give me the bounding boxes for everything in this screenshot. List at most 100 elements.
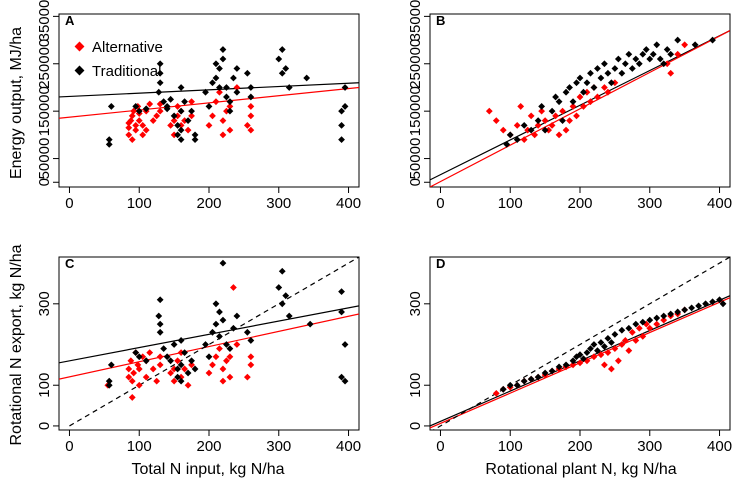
point-traditional (191, 365, 199, 373)
plot-area (59, 46, 359, 148)
point-traditional (177, 136, 185, 143)
point-alternative (146, 349, 154, 357)
fit-line-traditional (59, 82, 359, 98)
x-tick-label: 300 (266, 438, 291, 455)
point-traditional (233, 312, 241, 320)
point-alternative (170, 117, 178, 125)
point-traditional (132, 349, 140, 357)
point-traditional (285, 84, 293, 91)
point-alternative (604, 88, 612, 96)
x-tick-label: 300 (266, 195, 291, 212)
point-traditional (105, 136, 113, 143)
point-traditional (233, 88, 241, 96)
point-traditional (338, 308, 345, 316)
legend-label-traditional: Traditional (92, 63, 161, 80)
x-tick-label: 100 (498, 195, 523, 212)
x-tick-label: 300 (637, 438, 662, 455)
point-traditional (278, 267, 286, 275)
point-alternative (583, 88, 591, 96)
point-traditional (230, 74, 237, 82)
point-traditional (506, 381, 514, 389)
point-alternative (594, 93, 601, 101)
point-traditional (590, 84, 598, 91)
point-traditional (155, 312, 163, 320)
point-traditional (681, 306, 689, 314)
point-traditional (628, 65, 636, 72)
point-traditional (170, 112, 178, 120)
point-traditional (282, 65, 290, 72)
point-alternative (534, 121, 542, 129)
point-traditional (548, 107, 556, 115)
point-traditional (167, 357, 175, 365)
point-alternative (146, 100, 154, 108)
x-tick-label: 400 (336, 438, 361, 455)
point-alternative (625, 347, 633, 355)
panel-label: B (436, 13, 445, 28)
point-traditional (534, 373, 542, 381)
point-alternative (247, 103, 255, 110)
point-alternative (247, 361, 255, 369)
point-traditional (597, 74, 605, 82)
point-traditional (278, 300, 286, 308)
y-tick-label: 250000 (407, 39, 424, 89)
point-alternative (226, 353, 234, 361)
top-y-axis-title: Energy output, MJ/ha (8, 27, 25, 179)
point-traditional (202, 341, 209, 348)
point-alternative (614, 357, 622, 365)
point-alternative (188, 361, 195, 369)
x-tick-label: 0 (65, 438, 73, 455)
point-traditional (614, 55, 622, 63)
x-tick-label: 400 (336, 195, 361, 212)
point-traditional (226, 98, 234, 106)
point-alternative (149, 117, 157, 125)
point-traditional (156, 328, 164, 336)
point-traditional (702, 300, 709, 308)
point-traditional (625, 50, 633, 58)
point-traditional (541, 126, 549, 134)
y-tick-label: 150000 (36, 86, 53, 136)
point-traditional (555, 98, 563, 106)
point-traditional (285, 312, 293, 320)
point-traditional (646, 55, 654, 63)
point-alternative (149, 365, 157, 373)
point-traditional (639, 50, 647, 58)
point-alternative (177, 121, 185, 129)
y-tick-label: 0 (36, 178, 53, 186)
point-alternative (569, 103, 577, 110)
point-alternative (212, 353, 220, 361)
point-alternative (492, 117, 500, 125)
point-traditional (303, 74, 311, 82)
point-alternative (209, 361, 216, 369)
point-traditional (226, 107, 234, 115)
point-alternative (527, 112, 535, 120)
point-traditional (160, 345, 168, 352)
point-traditional (107, 361, 115, 369)
y-tick-label: 50000 (36, 138, 53, 180)
point-traditional (660, 312, 668, 320)
point-traditional (608, 79, 615, 87)
point-traditional (618, 69, 626, 77)
point-traditional (226, 345, 234, 352)
point-alternative (628, 328, 636, 336)
point-alternative (219, 131, 227, 139)
point-traditional (177, 126, 185, 134)
point-traditional (278, 69, 286, 77)
point-traditional (209, 79, 216, 87)
y-tick-label: 50000 (407, 138, 424, 180)
point-alternative (216, 345, 223, 352)
point-traditional (541, 369, 549, 377)
point-alternative (226, 103, 234, 110)
point-alternative (181, 365, 188, 373)
point-traditional (188, 357, 195, 365)
x-tick-label: 100 (127, 438, 152, 455)
x-tick-label: 200 (567, 438, 592, 455)
point-alternative (125, 365, 133, 373)
point-traditional (107, 103, 115, 110)
point-traditional (642, 46, 650, 53)
point-traditional (569, 98, 577, 106)
point-alternative (499, 126, 507, 134)
point-traditional (205, 103, 213, 110)
panel-label: A (65, 13, 75, 28)
point-traditional (230, 324, 237, 332)
